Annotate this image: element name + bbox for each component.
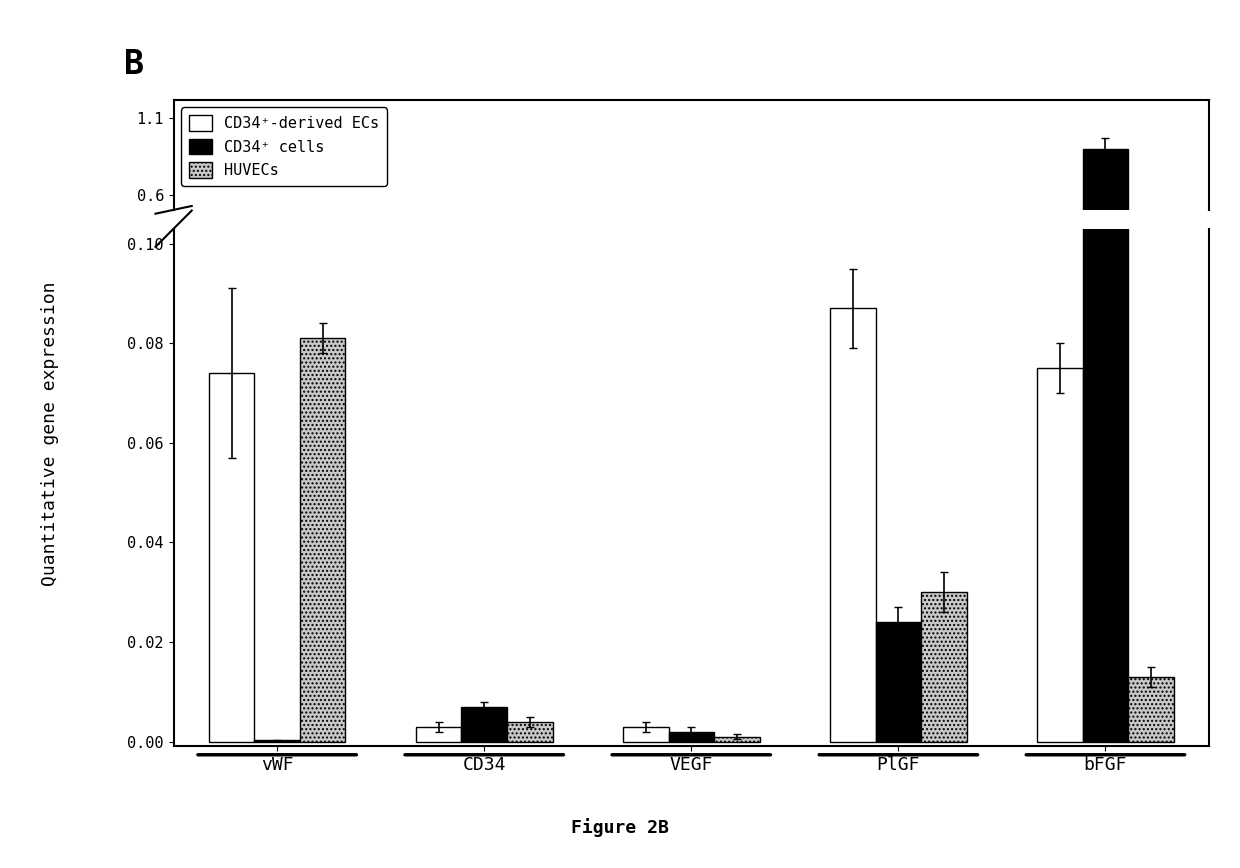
Bar bbox=[1128, 285, 1174, 286]
Bar bbox=[300, 339, 346, 741]
Text: Figure 2B: Figure 2B bbox=[572, 819, 668, 838]
Bar bbox=[830, 273, 875, 286]
Bar bbox=[875, 283, 921, 286]
Bar bbox=[1037, 275, 1083, 286]
Legend: CD34⁺-derived ECs, CD34⁺ cells, HUVECs: CD34⁺-derived ECs, CD34⁺ cells, HUVECs bbox=[181, 108, 387, 186]
Bar bbox=[921, 592, 967, 741]
Bar bbox=[921, 282, 967, 286]
Bar bbox=[875, 622, 921, 741]
Bar bbox=[507, 721, 553, 741]
Bar bbox=[415, 727, 461, 741]
Bar bbox=[208, 373, 254, 741]
Bar bbox=[1083, 148, 1128, 286]
Bar bbox=[1037, 368, 1083, 741]
Bar bbox=[714, 737, 760, 741]
Bar bbox=[668, 732, 714, 741]
Bar bbox=[1128, 677, 1174, 741]
Bar bbox=[254, 740, 300, 741]
Text: B: B bbox=[124, 48, 144, 81]
Text: Quantitative gene expression: Quantitative gene expression bbox=[41, 282, 58, 586]
Bar bbox=[1083, 0, 1128, 741]
Bar bbox=[461, 707, 507, 741]
Bar bbox=[830, 308, 875, 741]
Bar bbox=[300, 274, 346, 286]
Bar bbox=[208, 275, 254, 286]
Bar bbox=[622, 727, 668, 741]
